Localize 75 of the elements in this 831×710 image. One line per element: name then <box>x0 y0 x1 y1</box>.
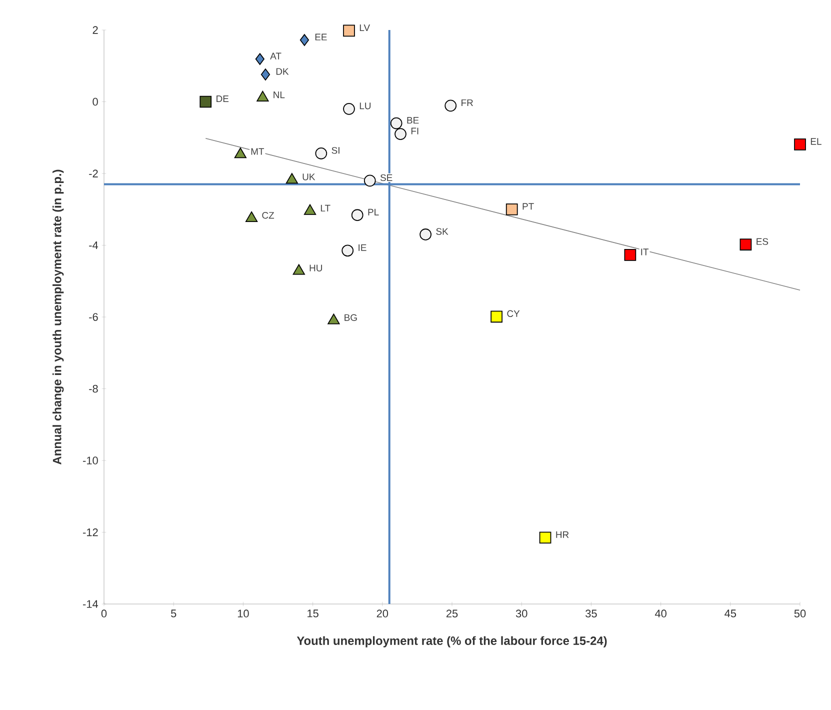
annotation: BG <box>344 314 357 321</box>
annotation: BE <box>407 117 419 124</box>
annotation: DE <box>216 95 229 102</box>
y-tick-label: -14 <box>83 600 98 608</box>
x-tick-label: 10 <box>238 610 249 618</box>
point <box>315 147 328 160</box>
point <box>255 53 264 65</box>
point <box>394 128 406 140</box>
annotation: SE <box>380 174 392 182</box>
annotation: SI <box>332 147 340 154</box>
annotation: PL <box>368 208 379 216</box>
annotation: EE <box>315 34 327 40</box>
annotation: CY <box>507 310 520 317</box>
annotation: LU <box>360 102 371 110</box>
point <box>245 211 258 222</box>
point <box>444 100 457 112</box>
point <box>740 238 752 250</box>
point <box>342 244 354 257</box>
point <box>420 228 432 240</box>
annotation: HU <box>310 264 322 272</box>
x-tick-label: 5 <box>170 610 176 618</box>
point <box>292 264 305 275</box>
point <box>234 148 246 158</box>
point <box>624 249 636 261</box>
point <box>328 314 340 324</box>
annotation: PT <box>522 203 534 210</box>
annotation: LT <box>320 204 330 212</box>
y-tick-label: -4 <box>89 241 98 250</box>
x-tick-label: 30 <box>516 610 528 618</box>
annotation: UK <box>302 174 316 180</box>
point <box>304 204 316 215</box>
point <box>490 310 502 323</box>
annotation: AT <box>270 52 282 60</box>
annotation: NL <box>274 92 285 98</box>
annotation: EL <box>810 138 822 145</box>
point <box>300 34 310 46</box>
y-tick-label: -8 <box>89 384 98 393</box>
point <box>343 102 355 115</box>
point <box>260 68 270 80</box>
annotation: CZ <box>262 212 274 219</box>
point <box>390 117 402 130</box>
y-tick-label: -2 <box>89 170 98 178</box>
y-tick-label: 2 <box>92 26 98 34</box>
y-tick-label: -6 <box>89 313 98 321</box>
x-tick-label: 25 <box>446 610 458 618</box>
point <box>506 203 518 216</box>
point <box>343 24 355 37</box>
y-axis-title: Annual change in youth unemployment rate (in p.p.) <box>52 170 64 464</box>
annotation: IE <box>358 244 366 251</box>
point <box>286 173 298 184</box>
x-axis-title: Youth unemployment rate (% of the labour force 15-24) <box>296 636 607 648</box>
y-tick-label: -12 <box>83 528 98 536</box>
annotation: IT <box>641 248 649 256</box>
annotation: HR <box>556 531 569 538</box>
annotation: LV <box>360 24 370 31</box>
y-tick-label: -10 <box>83 456 98 464</box>
x-tick-label: 0 <box>101 610 107 618</box>
annotation: SK <box>436 228 448 235</box>
x-tick-label: 15 <box>308 610 318 618</box>
point <box>351 209 364 222</box>
annotation: MT <box>251 148 264 155</box>
x-tick-label: 40 <box>654 610 666 618</box>
annotation: FI <box>411 128 418 134</box>
y-tick-label: 0 <box>92 98 98 106</box>
annotation: DK <box>276 68 289 75</box>
x-tick-label: 50 <box>794 610 806 618</box>
annotation: ES <box>756 238 768 245</box>
annotation: FR <box>462 99 473 106</box>
point <box>794 138 806 150</box>
point <box>200 96 212 108</box>
x-tick-label: 20 <box>376 610 388 618</box>
x-tick-label: 45 <box>724 610 736 618</box>
point <box>364 174 376 187</box>
point <box>539 532 552 544</box>
x-tick-label: 35 <box>586 610 597 618</box>
